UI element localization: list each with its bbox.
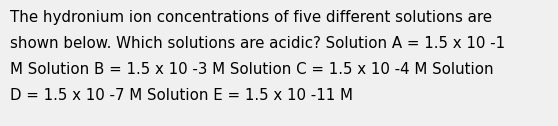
Text: M Solution B = 1.5 x 10 -3 M Solution C = 1.5 x 10 -4 M Solution: M Solution B = 1.5 x 10 -3 M Solution C …	[10, 62, 494, 77]
Text: D = 1.5 x 10 -7 M Solution E = 1.5 x 10 -11 M: D = 1.5 x 10 -7 M Solution E = 1.5 x 10 …	[10, 88, 353, 103]
Text: shown below. Which solutions are acidic? Solution A = 1.5 x 10 -1: shown below. Which solutions are acidic?…	[10, 36, 505, 51]
Text: The hydronium ion concentrations of five different solutions are: The hydronium ion concentrations of five…	[10, 10, 492, 25]
